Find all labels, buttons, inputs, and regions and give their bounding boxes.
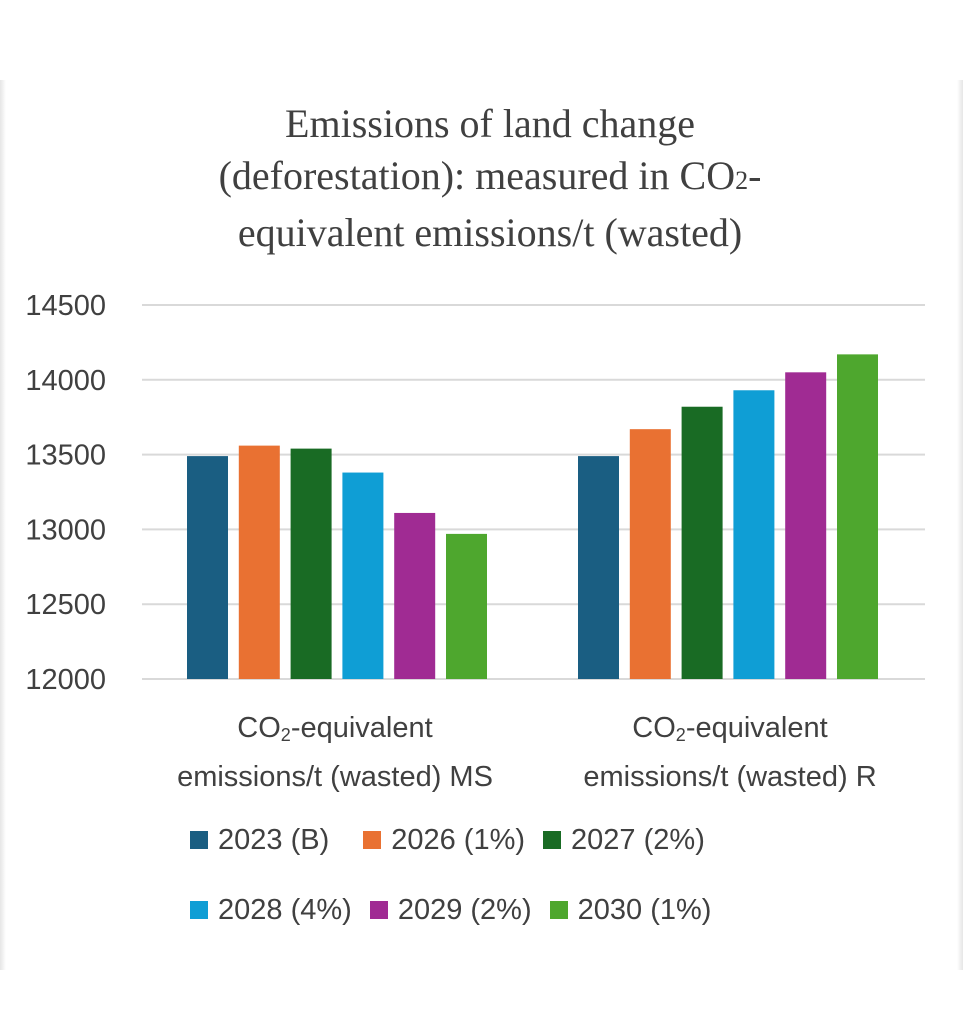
bar-2027-cat0 bbox=[290, 448, 332, 679]
bar-2023-cat0 bbox=[187, 456, 228, 679]
legend-swatch-2023 bbox=[190, 831, 208, 849]
bar-2029-cat1 bbox=[785, 372, 827, 679]
category-label-ms-sub: 2 bbox=[280, 725, 291, 745]
category-label-r-sub: 2 bbox=[675, 725, 686, 745]
y-tick-label: 13000 bbox=[25, 514, 106, 546]
chart-title-line2: (deforestation): measured in CO2- bbox=[80, 150, 900, 207]
legend-label-2027: 2027 (2%) bbox=[571, 823, 705, 856]
bar-2030-cat1 bbox=[837, 354, 878, 679]
legend-swatch-2029 bbox=[369, 901, 388, 919]
legend-swatch-2027 bbox=[543, 831, 562, 849]
chart-title-line2-prefix: (deforestation): measured in CO bbox=[218, 153, 736, 198]
legend-row-1: 2023 (B) 2026 (1%) 2027 (2%) bbox=[190, 815, 810, 865]
legend-label-2029: 2029 (2%) bbox=[397, 893, 532, 926]
y-tick-label: 13500 bbox=[25, 440, 106, 472]
legend-item-2029: 2029 (2%) bbox=[369, 893, 532, 927]
legend-swatch-2030 bbox=[549, 901, 568, 919]
bar-2030-cat0 bbox=[446, 533, 487, 679]
chart-title-line3: equivalent emissions/t (wasted) bbox=[237, 210, 743, 255]
legend: 2023 (B) 2026 (1%) 2027 (2%) 2028 (4%) 2… bbox=[190, 815, 810, 955]
frame-edge-right bbox=[957, 80, 963, 970]
y-tick-label: 14500 bbox=[25, 290, 106, 322]
bar-2026-cat1 bbox=[629, 429, 671, 679]
category-label-r-co: CO bbox=[632, 712, 676, 744]
category-label-ms-line2: emissions/t (wasted) MS bbox=[177, 761, 493, 793]
chart-title-line2-suffix: - bbox=[748, 153, 762, 198]
bar-2028-cat1 bbox=[733, 390, 775, 679]
category-label-r: CO2-equivalent emissions/t (wasted) R bbox=[530, 707, 930, 798]
legend-swatch-2026 bbox=[363, 831, 382, 849]
legend-item-2030: 2030 (1%) bbox=[549, 893, 712, 927]
legend-swatch-2028 bbox=[190, 901, 208, 919]
y-tick-label: 12000 bbox=[25, 664, 106, 696]
category-label-r-line2: emissions/t (wasted) R bbox=[583, 761, 877, 793]
bar-2028-cat0 bbox=[342, 472, 384, 679]
category-label-ms-suffix: -equivalent bbox=[290, 712, 433, 744]
bar-2023-cat1 bbox=[578, 456, 619, 679]
category-label-r-suffix: -equivalent bbox=[685, 712, 828, 744]
chart-title-line1: Emissions of land change bbox=[285, 101, 695, 146]
legend-row-2: 2028 (4%) 2029 (2%) 2030 (1%) bbox=[190, 885, 810, 935]
y-tick-label: 12500 bbox=[25, 589, 106, 621]
legend-label-2028: 2028 (4%) bbox=[218, 893, 352, 926]
y-tick-label: 14000 bbox=[25, 365, 106, 397]
legend-item-2023: 2023 (B) bbox=[190, 824, 329, 857]
bar-2026-cat0 bbox=[238, 445, 280, 679]
legend-item-2028: 2028 (4%) bbox=[190, 894, 352, 927]
chart-title-subscript: 2 bbox=[735, 166, 749, 195]
frame-edge-left bbox=[0, 80, 6, 970]
bar-2027-cat1 bbox=[681, 406, 723, 679]
legend-label-2030: 2030 (1%) bbox=[577, 893, 712, 926]
bar-2029-cat0 bbox=[394, 512, 436, 679]
legend-item-2026: 2026 (1%) bbox=[363, 824, 525, 857]
chart-title: Emissions of land change (deforestation)… bbox=[80, 98, 900, 259]
legend-label-2023: 2023 (B) bbox=[218, 823, 330, 856]
category-label-ms: CO2-equivalent emissions/t (wasted) MS bbox=[135, 707, 535, 798]
legend-label-2026: 2026 (1%) bbox=[391, 823, 526, 856]
legend-item-2027: 2027 (2%) bbox=[543, 824, 705, 857]
category-label-ms-co: CO bbox=[237, 712, 281, 744]
